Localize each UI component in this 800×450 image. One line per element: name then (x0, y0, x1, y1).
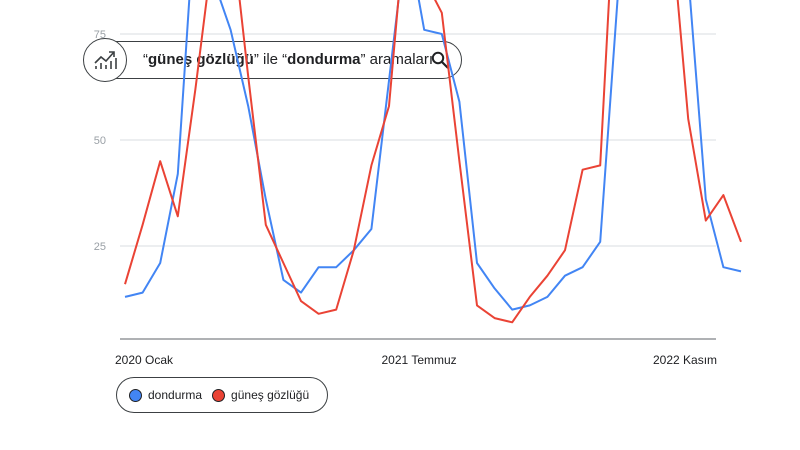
x-tick-label-end: 2022 Kasım (653, 353, 718, 367)
x-tick-label-middle: 2021 Temmuz (381, 353, 457, 367)
search-icon[interactable] (431, 51, 449, 69)
y-tick-labels: 255075100 (94, 29, 106, 253)
series-line-dondurma (124, 0, 742, 311)
quote-close-1: ” (253, 51, 259, 68)
query-term-dondurma: dondurma (287, 51, 361, 68)
legend-item-dondurma[interactable]: dondurma (129, 388, 202, 402)
legend-item-gunes-gozlugu[interactable]: güneş gözlüğü (212, 388, 309, 402)
legend-label-dondurma: dondurma (148, 388, 203, 402)
y-tick-label-50: 50 (94, 135, 106, 147)
quote-close-2: ” (360, 51, 366, 68)
series-line-gunes-gozlugu (124, 0, 742, 324)
search-query-text: “güneş gözlüğü” ile “dondurma” aramaları (143, 51, 433, 68)
quote-open-2: “ (282, 51, 288, 68)
trending-chart-icon (83, 38, 127, 82)
search-query-box[interactable]: “güneş gözlüğü” ile “dondurma” aramaları (83, 38, 462, 82)
query-suffix: aramaları (365, 51, 434, 68)
query-term-gunes: güneş gözlüğü (148, 51, 254, 68)
grid-lines (120, 33, 716, 340)
legend-label-gunes-gozlugu: güneş gözlüğü (231, 388, 310, 402)
x-tick-label-start: 2020 Ocak (115, 353, 174, 367)
quote-open-1: “ (143, 51, 148, 68)
legend-dot-gunes-gozlugu (212, 388, 226, 402)
y-tick-label-25: 25 (94, 241, 106, 253)
chart-legend: dondurma güneş gözlüğü (116, 377, 328, 413)
legend-dot-dondurma (129, 388, 142, 402)
y-tick-label-75: 75 (94, 29, 106, 41)
series-lines (124, 0, 742, 324)
query-connector: ile (258, 51, 283, 68)
